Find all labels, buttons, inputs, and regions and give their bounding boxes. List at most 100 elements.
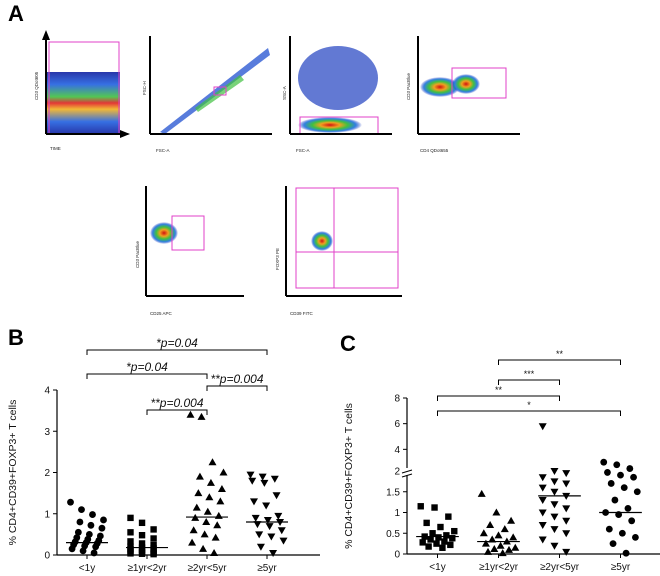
- data-point: [253, 521, 262, 529]
- data-point: [441, 538, 448, 545]
- data-point: [262, 502, 271, 510]
- data-point: [628, 517, 636, 525]
- significance-label: ***: [524, 369, 535, 379]
- data-point: [550, 468, 559, 475]
- data-point: [186, 410, 195, 418]
- data-point: [188, 538, 197, 546]
- facs-ylabel: SSC-A: [282, 86, 287, 100]
- data-point: [484, 547, 493, 555]
- data-point: [87, 521, 95, 529]
- significance-label: **p=0.004: [150, 396, 203, 410]
- data-point: [427, 536, 434, 543]
- gate-rect: [295, 187, 399, 289]
- data-point: [272, 492, 281, 500]
- x-tick-label: ≥1yr<2yr: [479, 562, 519, 573]
- data-point: [633, 488, 641, 496]
- data-point: [138, 550, 146, 557]
- data-point: [206, 478, 215, 486]
- data-point: [89, 511, 96, 518]
- x-tick-label: ≥5yr: [257, 563, 277, 574]
- gate-rect: [171, 215, 205, 251]
- data-point: [127, 514, 134, 522]
- facs-ylabel: FSC-H: [142, 81, 147, 95]
- data-point: [494, 531, 503, 539]
- significance-label: *: [527, 400, 531, 410]
- data-point: [202, 518, 211, 525]
- data-point: [630, 473, 637, 481]
- facs-plot-cd4: CD4 QDot655 CD3 PacBlue: [406, 36, 520, 153]
- data-point: [538, 423, 547, 431]
- gate-rect: [213, 86, 227, 96]
- gate-rect: [451, 67, 507, 99]
- data-point: [604, 469, 611, 476]
- data-point: [100, 516, 107, 524]
- data-point: [211, 533, 220, 541]
- data-point: [550, 488, 559, 496]
- data-point: [435, 534, 442, 541]
- significance-label: **: [495, 385, 503, 395]
- facs-density-core: [195, 75, 244, 112]
- data-point: [496, 541, 505, 549]
- facs-plot-ssc: FSC-A SSC-A: [282, 36, 392, 153]
- data-point: [550, 542, 559, 550]
- data-point: [78, 506, 85, 514]
- chart-c: 0 0.5 1 1.5 2 4 6 8 <1y ≥1yr<2yr ≥2yr<5yr ≥5yr % CD4…: [343, 349, 660, 573]
- data-point: [265, 523, 274, 531]
- data-point: [219, 468, 228, 476]
- y-tick-label: 0: [394, 550, 400, 561]
- data-point: [626, 465, 634, 472]
- data-point: [150, 526, 157, 533]
- data-point: [255, 531, 264, 539]
- data-point: [68, 545, 76, 553]
- y-tick-label: 4: [44, 386, 50, 397]
- data-point: [492, 508, 501, 516]
- data-point: [256, 543, 265, 551]
- data-point: [538, 521, 547, 529]
- data-point: [150, 541, 157, 549]
- data-point: [617, 471, 624, 479]
- data-point: [562, 470, 571, 478]
- data-point: [203, 507, 212, 515]
- y-tick-label: 8: [394, 394, 400, 405]
- data-point: [611, 496, 619, 504]
- data-point: [269, 549, 278, 557]
- facs-ylabel: CD3 PacBlue: [135, 240, 140, 268]
- x-tick-label: ≥2yr<5yr: [187, 563, 227, 574]
- significance-bracket: [437, 410, 621, 416]
- data-point: [195, 472, 204, 480]
- data-point: [194, 489, 203, 497]
- data-point: [90, 549, 98, 557]
- data-point: [538, 509, 547, 517]
- data-point: [274, 512, 283, 520]
- data-point: [92, 543, 100, 551]
- facs-xlabel: CD39 FITC: [290, 311, 314, 316]
- data-point: [200, 530, 209, 538]
- data-point: [445, 513, 452, 520]
- facs-plot-cd39: CD39 FITC FOXP3 PE: [275, 186, 402, 316]
- data-point: [189, 526, 198, 534]
- data-point: [429, 530, 436, 537]
- data-point: [562, 548, 571, 556]
- y-axis-title: % CD4+CD39+FOXP3+ T cells: [7, 400, 19, 546]
- data-point: [437, 523, 444, 531]
- data-point: [538, 484, 547, 492]
- data-point: [490, 545, 499, 553]
- significance-bracket: [206, 385, 268, 391]
- data-point: [279, 537, 288, 545]
- data-point: [486, 520, 495, 528]
- x-tick-label: <1y: [79, 563, 95, 574]
- facs-xlabel: FSC-A: [296, 148, 310, 153]
- significance-bracket: [86, 349, 268, 355]
- axis-break-mark: [401, 473, 413, 478]
- data-point: [251, 514, 260, 522]
- data-point: [417, 503, 424, 510]
- data-point: [260, 479, 269, 487]
- data-point: [632, 534, 639, 541]
- significance-label: **p=0.004: [210, 372, 263, 386]
- data-point: [216, 497, 225, 505]
- data-point: [267, 533, 276, 541]
- significance-label: *p=0.04: [156, 336, 198, 350]
- chart-b: 0 1 2 3 4 <1y ≥1yr<2yr ≥2yr<5yr ≥5yr % CD4+CD39+F…: [7, 336, 320, 574]
- facs-xlabel: CD4 QDot655: [420, 148, 449, 153]
- significance-bracket: [86, 373, 208, 379]
